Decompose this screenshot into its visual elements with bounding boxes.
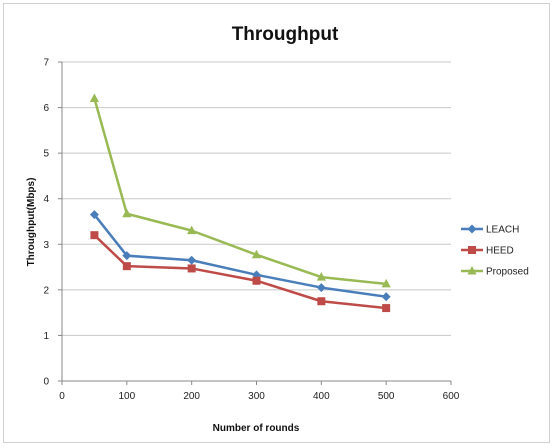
data-point-proposed-400 [316, 272, 326, 281]
series-line-leach [93, 213, 387, 298]
data-point-leach-50 [89, 210, 99, 220]
y-tick-label-0: 0 [43, 377, 49, 388]
x-axis-ticks: 0 100 200 300 400 500 600 [59, 381, 460, 402]
data-point-leach-200 [187, 255, 197, 265]
data-point-heed-300 [252, 276, 261, 285]
data-point-heed-500 [382, 304, 391, 313]
x-tick-label-200: 200 [183, 391, 200, 402]
legend-marker-heed [468, 246, 476, 254]
y-tick-label-1: 1 [43, 331, 49, 342]
data-point-proposed-200 [187, 225, 197, 235]
x-tick-label-400: 400 [313, 391, 330, 402]
data-point-proposed-50 [89, 93, 100, 102]
legend-label-proposed: Proposed [486, 267, 529, 278]
x-tick-label-600: 600 [443, 391, 460, 402]
y-tick-label-3: 3 [43, 240, 49, 251]
y-tick-label-4: 4 [43, 194, 49, 205]
legend-label-heed: HEED [486, 246, 514, 257]
legend-item-proposed: Proposed [461, 266, 529, 278]
legend: LEACH HEED Proposed [461, 224, 529, 278]
x-tick-label-100: 100 [118, 391, 135, 402]
series-heed [90, 231, 391, 313]
chart-title: Throughput [232, 24, 339, 45]
axes [61, 62, 451, 382]
x-tick-label-500: 500 [378, 391, 395, 402]
data-point-proposed-300 [251, 249, 262, 259]
data-point-leach-500 [381, 292, 391, 302]
series-leach [89, 210, 391, 302]
legend-marker-leach [467, 224, 477, 234]
series-line-proposed [93, 98, 387, 286]
series-group [89, 93, 391, 313]
legend-marker-proposed [467, 266, 477, 275]
data-point-heed-400 [317, 297, 326, 306]
y-tick-label-5: 5 [43, 149, 49, 160]
data-point-heed-100 [122, 262, 131, 271]
x-tick-label-300: 300 [248, 391, 265, 402]
y-axis-ticks: 0 1 2 3 4 5 6 7 [43, 58, 62, 388]
legend-item-heed: HEED [461, 246, 514, 257]
data-point-heed-200 [187, 264, 196, 273]
y-tick-label-2: 2 [43, 285, 49, 296]
series-proposed [89, 93, 391, 288]
data-point-heed-50 [90, 231, 99, 240]
series-line-heed [93, 234, 387, 310]
y-axis-title: Throughput(Mbps) [26, 178, 37, 267]
legend-label-leach: LEACH [486, 225, 519, 236]
data-point-leach-400 [316, 283, 326, 293]
data-point-leach-100 [122, 251, 132, 261]
grid-lines [62, 61, 451, 336]
y-tick-label-6: 6 [43, 103, 49, 114]
y-tick-label-7: 7 [43, 58, 49, 69]
data-point-proposed-500 [381, 278, 391, 288]
x-axis-title: Number of rounds [213, 423, 300, 434]
data-point-proposed-100 [122, 208, 132, 218]
legend-item-leach: LEACH [461, 224, 519, 236]
x-tick-label-0: 0 [59, 391, 65, 402]
chart-frame [3, 3, 550, 443]
